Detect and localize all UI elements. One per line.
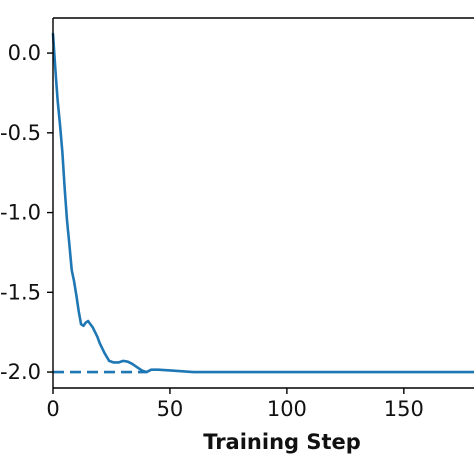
- y-tick-label: -1.5: [0, 280, 41, 304]
- y-tick-label: 0.0: [8, 41, 41, 65]
- x-axis-label: Training Step: [203, 430, 361, 454]
- series-line-0: [51, 32, 474, 374]
- x-tick-label: 150: [384, 397, 424, 421]
- ticks: 0 50 100 150 0.0 -0.5 -1.0 -1.5 -2.0: [0, 41, 424, 421]
- y-tick-label: -2.0: [0, 360, 41, 384]
- x-tick-label: 0: [46, 397, 59, 421]
- series-layer: [51, 32, 474, 374]
- y-tick-label: -1.0: [0, 201, 41, 225]
- y-tick-label: -0.5: [0, 121, 41, 145]
- x-tick-label: 100: [267, 397, 307, 421]
- axes: [52, 17, 474, 389]
- x-tick-label: 50: [157, 397, 184, 421]
